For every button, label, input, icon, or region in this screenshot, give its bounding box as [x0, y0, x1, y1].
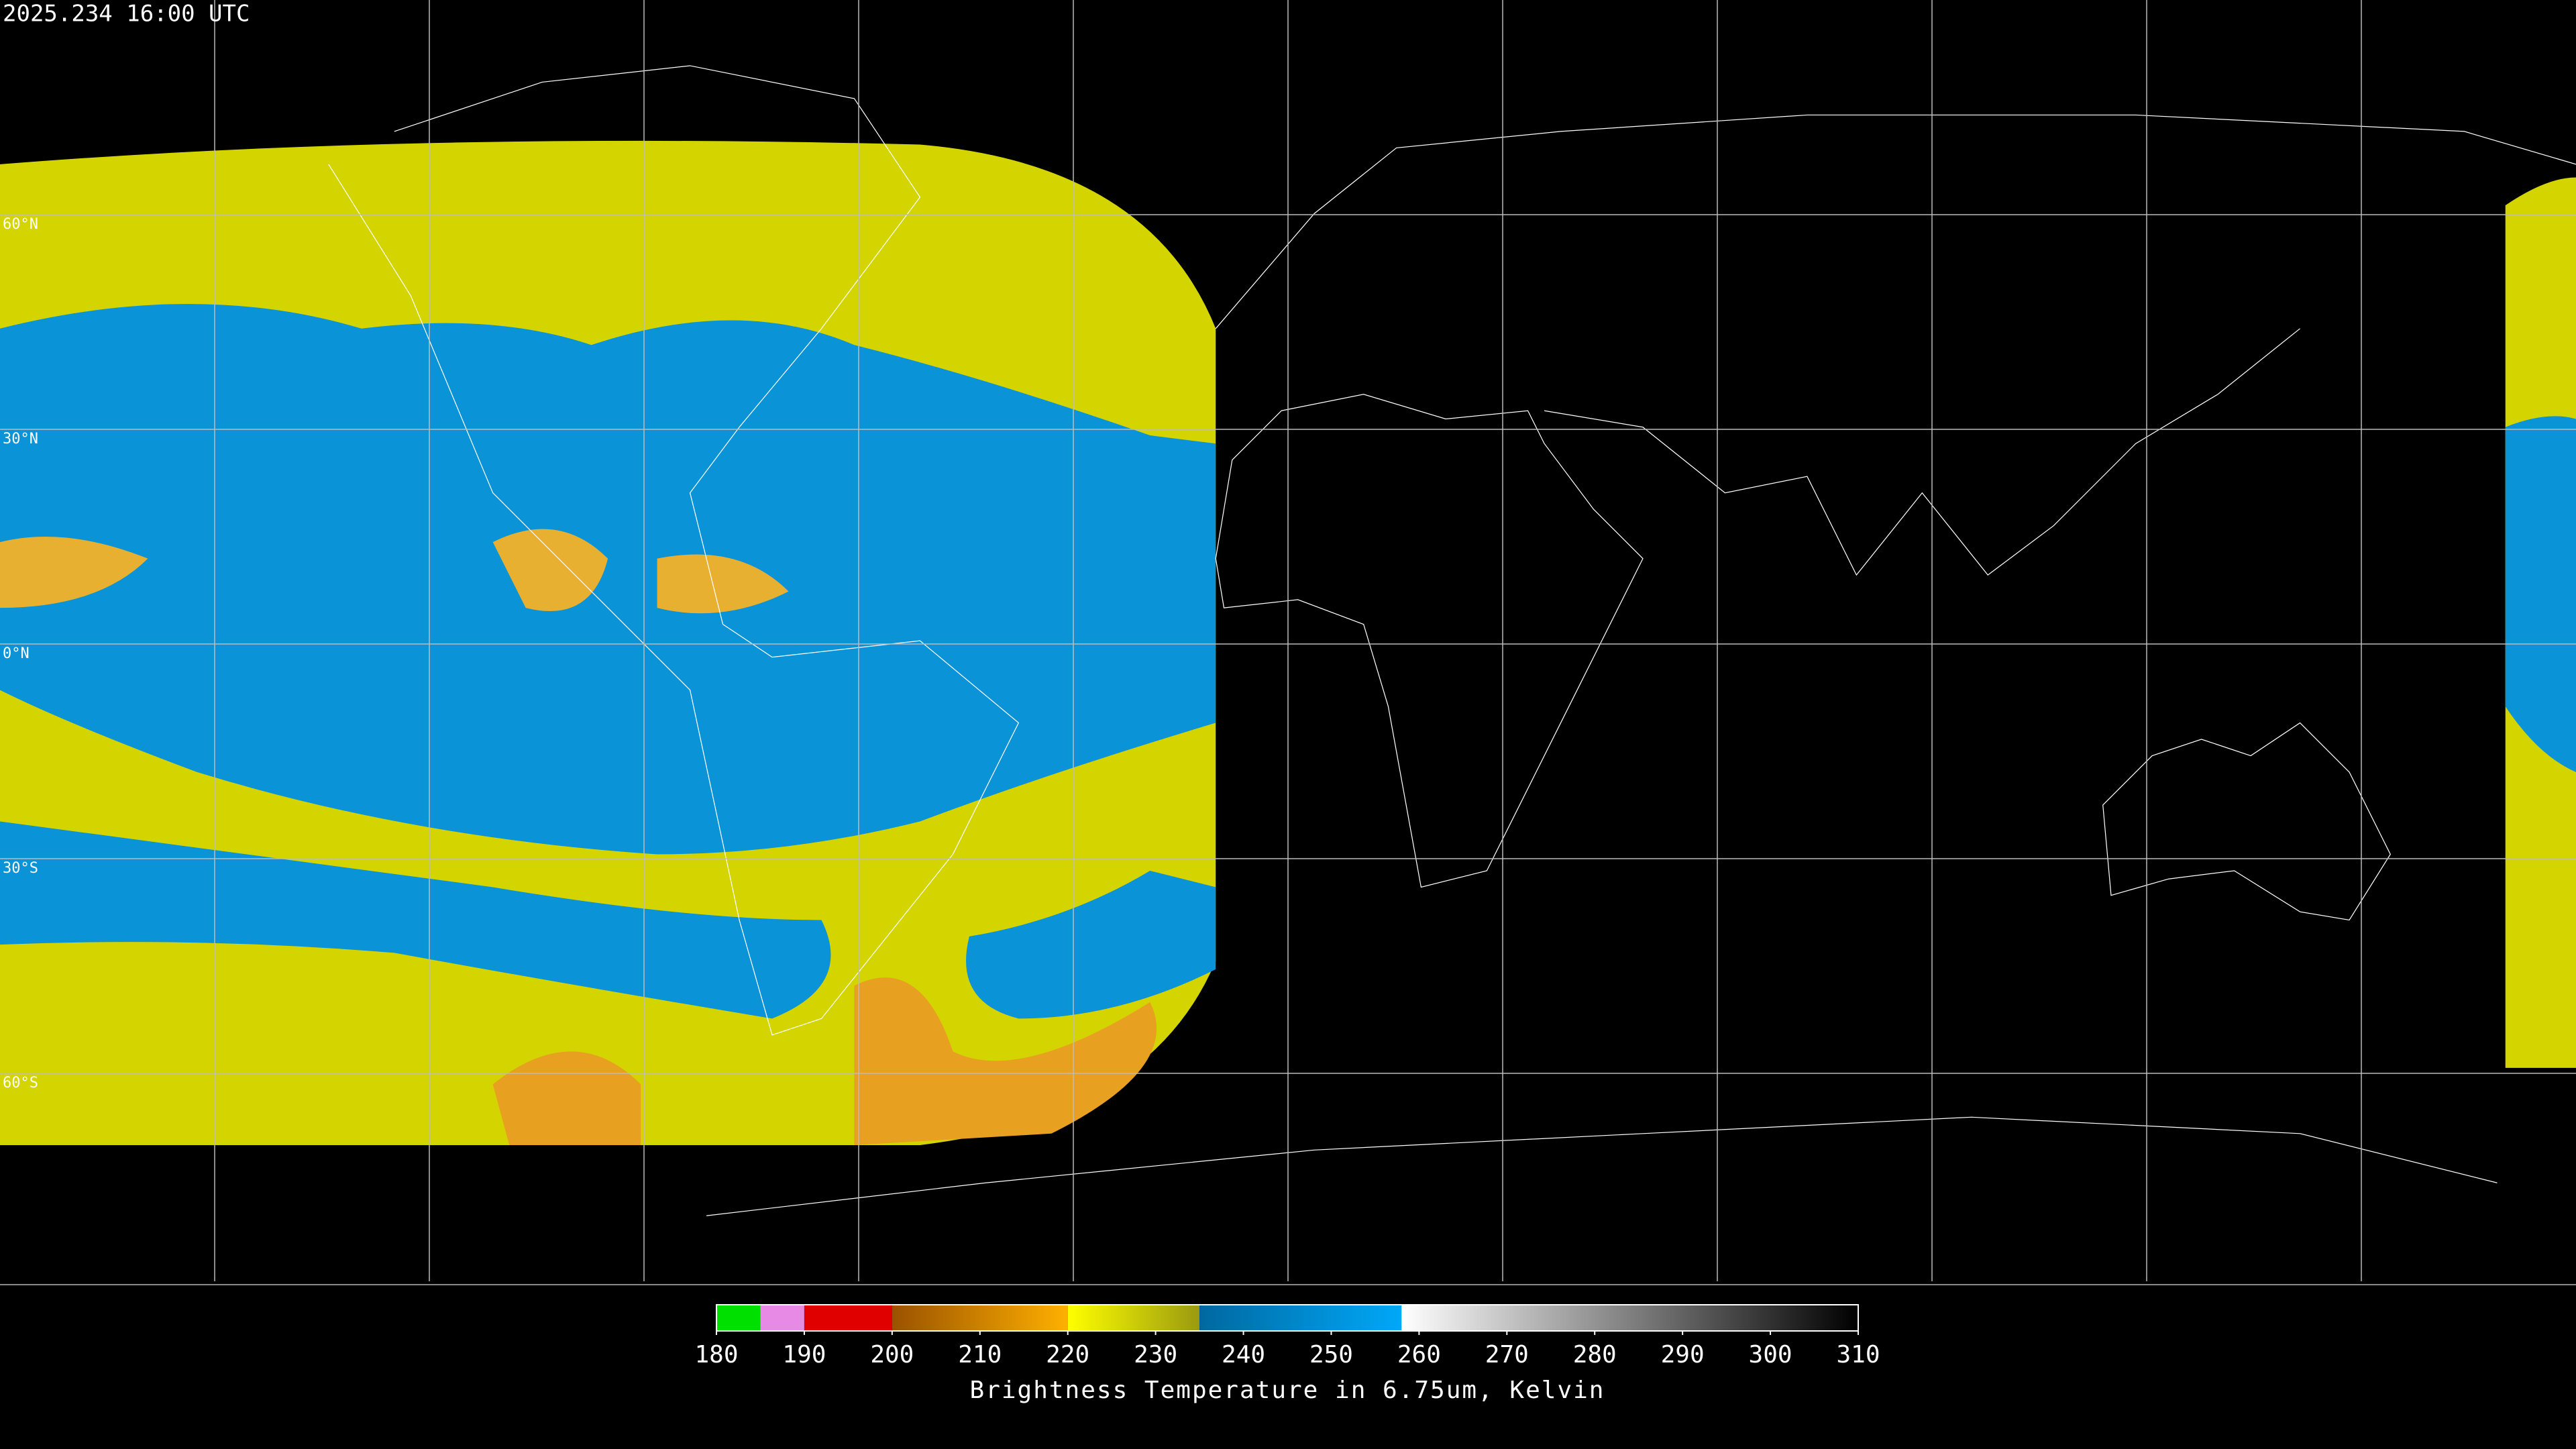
imagery-blue: [2505, 416, 2576, 773]
colorbar-tick-label: 240: [1222, 1341, 1265, 1368]
latitude-label: 30°N: [3, 431, 38, 447]
colorbar-segment: [892, 1305, 1068, 1331]
coastline: [2102, 722, 2391, 921]
colorbar-tick-label: 300: [1749, 1341, 1792, 1368]
colorbar-segment: [1199, 1305, 1402, 1331]
colorbar-tick-label: 230: [1134, 1341, 1177, 1368]
colorbar-tick-label: 220: [1046, 1341, 1089, 1368]
imagery-orange: [0, 529, 789, 614]
coastline: [1215, 394, 1644, 888]
imagery-blue: [966, 870, 1216, 1019]
latitude-label: 60°N: [3, 216, 38, 233]
colorbar-tick-label: 310: [1836, 1341, 1880, 1368]
colorbar-tick-label: 260: [1397, 1341, 1441, 1368]
timestamp: 2025.234 16:00 UTC: [3, 1, 250, 28]
coastline: [706, 1116, 2498, 1216]
colorbar-tick-label: 190: [782, 1341, 826, 1368]
latitude-label: 30°S: [3, 860, 38, 877]
coastline: [1215, 114, 2576, 576]
colorbar-tick-label: 280: [1573, 1341, 1617, 1368]
graticule: [0, 0, 2576, 1281]
colorbar-segment: [760, 1305, 804, 1331]
colorbar-title: Brightness Temperature in 6.75um, Kelvin: [970, 1377, 1605, 1404]
imagery-orange: [492, 977, 1157, 1145]
imagery-blue: [0, 304, 1216, 855]
colorbar-segment: [1067, 1305, 1200, 1331]
colorbar-tick-label: 270: [1485, 1341, 1529, 1368]
colorbar-segment: [716, 1305, 761, 1331]
colorbar-segment: [804, 1305, 892, 1331]
colorbar-tick-label: 210: [958, 1341, 1002, 1368]
colorbar-tick-label: 250: [1309, 1341, 1353, 1368]
colorbar-tick-label: 200: [870, 1341, 914, 1368]
coastline: [328, 65, 1020, 1036]
imagery-blue: [0, 821, 831, 1019]
map-imagery: [0, 140, 2576, 1145]
colorbar-tick-label: 180: [694, 1341, 738, 1368]
colorbar-tick-label: 290: [1661, 1341, 1705, 1368]
colorbar-segment: [1401, 1305, 1858, 1331]
colorbar-frame: [716, 1304, 1859, 1332]
latitude-label: 60°S: [3, 1075, 38, 1091]
latitude-label: 0°N: [3, 645, 30, 662]
coastlines: [328, 65, 2576, 1216]
